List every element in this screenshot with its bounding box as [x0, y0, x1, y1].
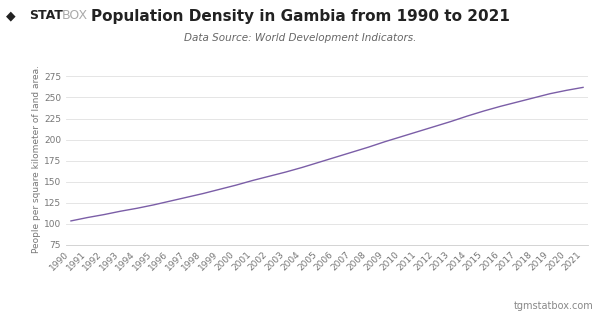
Text: STAT: STAT [29, 9, 62, 22]
Text: BOX: BOX [62, 9, 88, 22]
Text: Population Density in Gambia from 1990 to 2021: Population Density in Gambia from 1990 t… [91, 9, 509, 24]
Text: ◆: ◆ [6, 9, 16, 22]
Text: tgmstatbox.com: tgmstatbox.com [514, 301, 594, 311]
Y-axis label: People per square kilometer of land area.: People per square kilometer of land area… [32, 65, 41, 252]
Text: Data Source: World Development Indicators.: Data Source: World Development Indicator… [184, 33, 416, 43]
